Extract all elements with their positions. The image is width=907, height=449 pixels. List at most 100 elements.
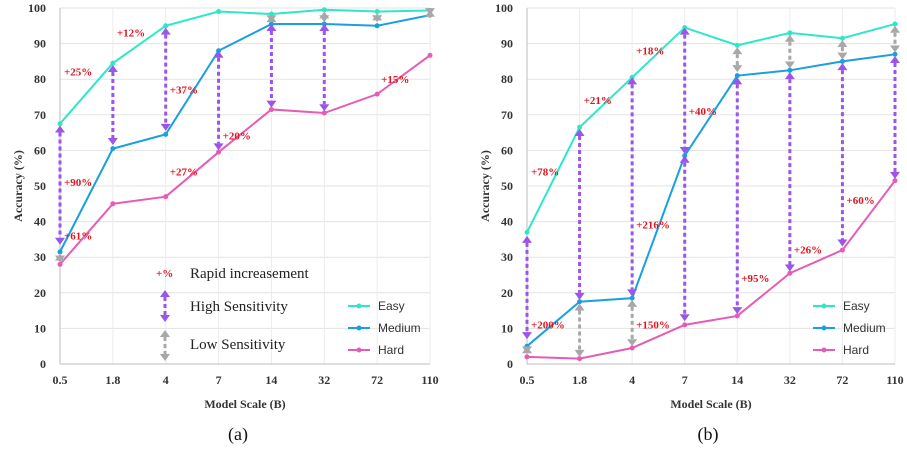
chart-b-high-sensitivity-arrow <box>784 72 795 272</box>
chart-b-high-sensitivity-arrow-head-down <box>679 314 690 322</box>
chart-b-series-hard-point <box>577 356 583 362</box>
chart-b-legend-label: Easy <box>843 299 870 313</box>
chart-b-series-easy-point <box>787 30 793 36</box>
chart-a-low-sensitivity-arrow <box>372 13 383 23</box>
chart-b-legend-marker <box>821 303 827 309</box>
chart-b-x-tick-label: 110 <box>886 373 903 387</box>
chart-a-series-hard-point <box>163 194 169 200</box>
chart-b-y-tick-label: 70 <box>501 108 513 122</box>
high-sensitivity-key-arrow <box>160 290 170 322</box>
chart-b-high-sensitivity-arrow <box>890 56 900 179</box>
chart-b-low-sensitivity-arrow-head-up <box>732 47 743 55</box>
chart-b-series-medium-point <box>892 51 898 57</box>
chart-b-y-tick-label: 20 <box>501 286 513 300</box>
chart-a-series-easy-point <box>216 9 222 15</box>
chart-b: 0 10 20 30 40 50 60 70 80 90 100 0.5 1.8 4 7 14 32 72 110 M… <box>478 1 904 445</box>
chart-a-legend-label: Medium <box>378 321 421 335</box>
chart-a-legend-marker <box>356 347 362 353</box>
chart-a-increase-annotation: +20% <box>223 131 251 143</box>
chart-b-low-sensitivity-arrow-head-down <box>890 45 900 53</box>
chart-b-y-tick-label: 80 <box>501 72 513 86</box>
chart-a-increase-annotation: +25% <box>64 67 92 79</box>
low-sensitivity-key-arrow <box>160 330 170 361</box>
chart-a-high-sensitivity-arrow-head-up <box>319 24 330 32</box>
chart-b-low-sensitivity-arrow-head-down <box>732 65 743 73</box>
chart-a-high-sensitivity-arrow <box>213 50 224 151</box>
chart-b-low-sensitivity-arrow <box>627 299 638 347</box>
chart-b-low-sensitivity-arrow-head-up <box>837 40 848 48</box>
chart-a-legend-item-medium: Medium <box>348 321 421 335</box>
chart-b-low-sensitivity-arrow-head-up <box>784 34 795 42</box>
chart-b-series-easy-point <box>577 124 583 130</box>
chart-a-low-sensitivity-arrow <box>425 8 435 17</box>
chart-b-increase-annotation: +21% <box>584 95 612 107</box>
chart-b-high-sensitivity-arrow <box>732 77 743 315</box>
chart-b-increase-annotation: +95% <box>741 273 769 285</box>
chart-b-y-tick-label: 90 <box>501 37 513 51</box>
chart-a-y-tick-label: 80 <box>34 72 46 86</box>
sensitivity-key: +% Rapid increasement High Sensitivity Low … <box>156 266 310 361</box>
chart-b-high-sensitivity-arrow-head-down <box>732 307 743 315</box>
chart-a-high-sensitivity-arrow-head-down <box>107 138 118 146</box>
chart-b-high-sensitivity-arrow <box>679 155 690 322</box>
chart-b-series-hard-line <box>526 180 896 360</box>
chart-b-series-hard-point <box>787 270 793 276</box>
chart-b-x-tick-label: 0.5 <box>520 373 535 387</box>
chart-a-series-easy-point <box>57 121 63 127</box>
chart-a-series-hard-point <box>268 106 274 112</box>
chart-a-series-hard-point <box>427 52 433 58</box>
chart-a-x-tick-label: 0.5 <box>53 373 68 387</box>
rapid-increase-symbol: +% <box>156 268 173 280</box>
chart-b-series-medium-line <box>526 53 896 347</box>
chart-a-low-sensitivity-arrow <box>319 11 330 23</box>
chart-b-legend-marker <box>821 325 827 331</box>
chart-b-series-medium-point <box>734 73 740 79</box>
chart-b-low-sensitivity-arrow-head-down <box>837 52 848 60</box>
chart-b-low-sensitivity-arrow-head-down <box>574 349 585 357</box>
chart-a-series-medium-point <box>374 23 380 29</box>
chart-a-series-medium-point <box>110 146 116 152</box>
chart-b-increase-annotation: +18% <box>636 45 664 57</box>
chart-a-series-medium-point <box>163 131 169 137</box>
chart-b-low-sensitivity-arrow-head-down <box>784 61 795 69</box>
chart-a-x-tick-label: 32 <box>318 373 330 387</box>
chart-a-series-hard-point <box>216 149 222 155</box>
chart-a-x-tick-label: 1.8 <box>105 373 120 387</box>
chart-b-series-medium-point <box>787 67 793 73</box>
chart-a-low-sensitivity-arrow-head-down <box>372 15 383 23</box>
chart-b-low-sensitivity-arrow <box>890 25 900 53</box>
chart-b-high-sensitivity-arrow-head-down <box>574 292 585 300</box>
chart-a-low-sensitivity-arrow-head-down <box>266 15 277 23</box>
chart-b-series-easy-point <box>839 35 845 41</box>
chart-a: 0 10 20 30 40 50 60 70 80 90 100 0.5 1.8 4 7 14 32 72 110 M… <box>11 1 439 445</box>
chart-a-high-sensitivity-arrow-head-up <box>213 50 224 58</box>
chart-b-y-tick-label: 40 <box>501 215 513 229</box>
chart-b-x-tick-label: 14 <box>731 373 743 387</box>
chart-a-y-tick-label: 100 <box>28 1 46 15</box>
low-sensitivity-key-arrow-head-up <box>160 330 170 337</box>
chart-b-low-sensitivity-arrow <box>732 47 743 73</box>
chart-b-high-sensitivity-arrow-head-up <box>837 63 848 71</box>
chart-b-high-sensitivity-arrow <box>522 235 532 340</box>
chart-a-series-medium-point <box>57 249 63 255</box>
chart-b-increase-annotation: +150% <box>636 319 670 331</box>
chart-a-high-sensitivity-arrow <box>55 125 65 245</box>
chart-b-low-sensitivity-arrow <box>522 346 532 354</box>
chart-a-x-tick-label: 14 <box>265 373 277 387</box>
chart-a-series-easy-point <box>374 9 380 15</box>
chart-a-y-tick-label: 40 <box>34 215 46 229</box>
chart-a-high-sensitivity-arrow <box>160 27 171 131</box>
chart-b-low-sensitivity-arrow <box>574 303 585 357</box>
chart-a-x-tick-label: 7 <box>216 373 222 387</box>
chart-a-increase-annotation: +61% <box>64 230 92 242</box>
chart-b-high-sensitivity-arrow-head-up <box>890 56 900 64</box>
high-sensitivity-key-arrow-head-down <box>160 315 170 322</box>
chart-a-caption: (a) <box>228 424 248 445</box>
chart-b-legend-item-medium: Medium <box>813 321 886 335</box>
chart-b-series-medium-point <box>839 58 845 64</box>
chart-b-x-tick-label: 4 <box>629 373 635 387</box>
chart-a-y-tick-label: 0 <box>40 357 46 371</box>
chart-a-low-sensitivity-arrow-head-down <box>425 8 435 16</box>
chart-b-series-hard-point <box>839 247 845 253</box>
